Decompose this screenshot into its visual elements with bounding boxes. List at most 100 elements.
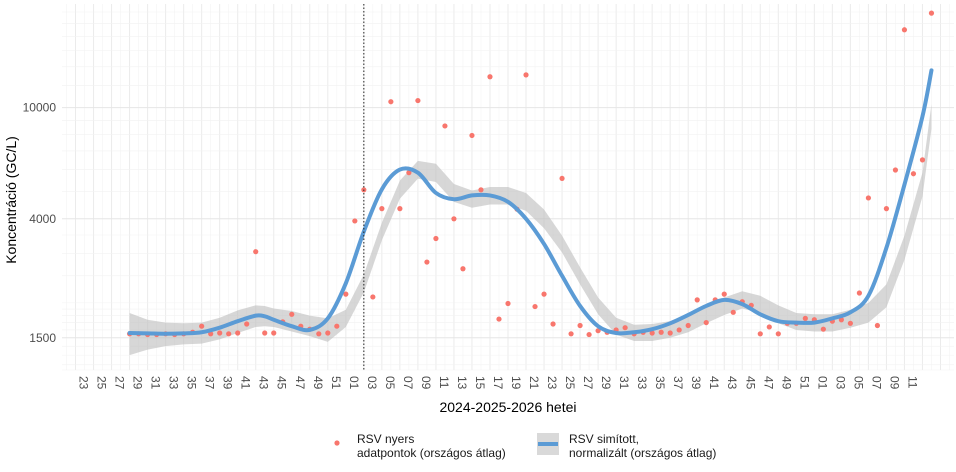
x-tick-label: 51	[329, 376, 343, 390]
data-point	[370, 294, 376, 300]
x-tick-label: 37	[203, 376, 217, 390]
data-point	[244, 321, 250, 327]
data-point	[487, 74, 493, 80]
data-point	[415, 97, 421, 104]
x-tick-label: 41	[239, 376, 253, 390]
data-point	[775, 331, 781, 337]
smoothed-line-path	[127, 68, 934, 336]
legend-item-smooth: RSV simított, normalizált (országos átla…	[537, 432, 716, 460]
x-tick-label: 51	[797, 376, 811, 390]
x-tick-label: 25	[563, 376, 577, 390]
x-tick-label: 17	[491, 376, 505, 390]
data-point	[469, 132, 475, 139]
data-point	[910, 171, 917, 177]
data-point	[883, 206, 890, 212]
x-tick-label: 49	[311, 376, 325, 390]
data-point	[757, 331, 763, 337]
x-tick-label: 27	[113, 376, 127, 390]
data-point	[199, 323, 205, 329]
data-point	[541, 291, 547, 297]
data-point	[685, 322, 691, 329]
data-point	[622, 325, 628, 331]
y-axis-ticks: 1500 4000 10000	[23, 101, 57, 345]
x-tick-label: 03	[833, 376, 847, 390]
x-tick-label: 43	[725, 376, 739, 390]
legend-smooth-label: RSV simított, normalizált (országos átla…	[569, 432, 716, 460]
data-point	[406, 170, 412, 176]
data-point	[523, 72, 529, 78]
data-point	[262, 330, 268, 336]
x-tick-label: 07	[401, 376, 415, 390]
data-point	[901, 27, 908, 33]
x-tick-label: 33	[635, 376, 649, 390]
x-tick-label: 23	[545, 376, 559, 390]
data-point	[928, 10, 935, 16]
legend-raw-marker	[334, 440, 340, 446]
data-point	[658, 329, 664, 335]
data-point	[559, 175, 565, 182]
x-tick-label: 01	[815, 376, 829, 390]
data-point	[667, 330, 673, 336]
x-tick-label: 09	[419, 376, 433, 390]
data-point	[226, 331, 232, 337]
data-point	[397, 206, 403, 212]
data-point	[676, 327, 682, 333]
data-point	[379, 206, 385, 212]
x-tick-label: 05	[851, 376, 865, 390]
x-tick-label: 43	[257, 376, 271, 390]
data-point	[856, 290, 862, 296]
smoothed-line	[127, 68, 934, 336]
data-point	[550, 321, 556, 327]
data-point	[316, 331, 322, 337]
x-tick-label: 31	[149, 376, 163, 390]
data-point	[820, 326, 826, 332]
data-point	[802, 315, 808, 321]
legend: RSV nyers adatpontok (országos átlag) RS…	[334, 432, 716, 460]
x-axis-title: 2024-2025-2026 hetei	[439, 399, 576, 415]
data-point	[568, 331, 574, 337]
x-tick-label: 27	[581, 376, 595, 390]
legend-item-raw: RSV nyers adatpontok (országos átlag)	[334, 432, 506, 460]
data-point	[586, 331, 592, 338]
data-point	[694, 297, 700, 303]
data-point	[892, 167, 899, 173]
x-tick-label: 35	[185, 376, 199, 390]
data-point	[730, 309, 736, 315]
data-point	[442, 123, 448, 129]
data-point	[325, 330, 331, 336]
data-point	[451, 216, 457, 222]
y-tick-label: 1500	[29, 331, 56, 345]
data-point	[919, 157, 926, 163]
data-point	[865, 195, 872, 201]
data-point	[253, 249, 259, 255]
x-tick-label: 29	[131, 376, 145, 390]
x-tick-label: 11	[905, 376, 919, 389]
y-tick-label: 4000	[29, 212, 56, 226]
data-point	[505, 300, 511, 307]
x-tick-label: 47	[761, 376, 775, 390]
x-tick-label: 31	[617, 376, 631, 390]
x-tick-label: 47	[293, 376, 307, 390]
x-tick-label: 45	[743, 376, 757, 390]
x-tick-label: 29	[599, 376, 613, 390]
x-tick-label: 25	[95, 376, 109, 390]
data-point	[235, 330, 241, 336]
legend-raw-label: RSV nyers adatpontok (országos átlag)	[357, 432, 506, 460]
data-point	[874, 322, 881, 329]
data-point	[847, 320, 853, 326]
data-point	[433, 235, 439, 242]
x-tick-label: 07	[869, 376, 883, 390]
data-point	[460, 266, 466, 272]
data-point	[217, 330, 223, 336]
x-tick-label: 15	[473, 376, 487, 390]
x-tick-label: 41	[707, 376, 721, 390]
data-point	[649, 330, 655, 336]
data-point	[334, 323, 340, 329]
x-tick-label: 33	[167, 376, 181, 390]
x-tick-label: 13	[455, 376, 469, 390]
data-point	[271, 330, 277, 336]
x-tick-label: 03	[365, 376, 379, 390]
x-tick-label: 01	[347, 376, 361, 390]
x-axis-ticks: 23 25 27 29 31 33 35 37 39 41 43 45 47 49 51 01 03 05 07 09…	[77, 376, 920, 390]
